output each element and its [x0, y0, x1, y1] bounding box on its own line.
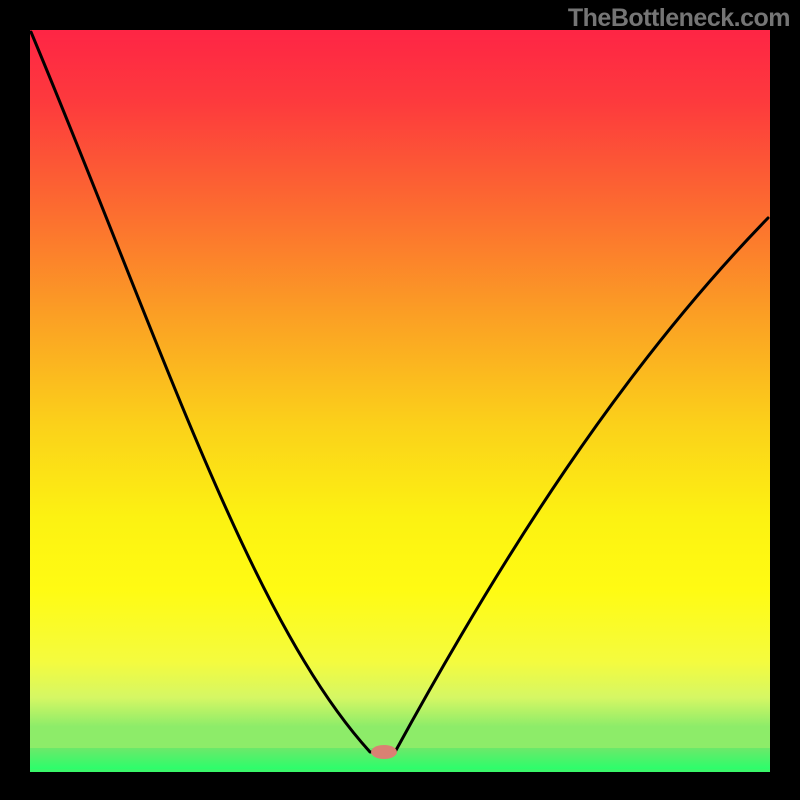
plot-area: [30, 30, 770, 748]
bottom-green-band: [30, 748, 770, 770]
watermark-text: TheBottleneck.com: [568, 4, 790, 33]
bottom-thin-line: [30, 769, 770, 772]
figure-root: TheBottleneck.com: [0, 0, 800, 800]
min-marker: [371, 745, 397, 759]
chart-svg: [0, 0, 800, 800]
